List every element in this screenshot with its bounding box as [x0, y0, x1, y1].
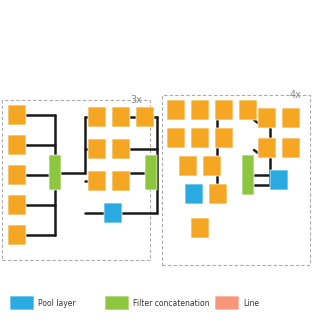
Bar — [162, 95, 310, 265]
FancyBboxPatch shape — [49, 155, 61, 190]
FancyBboxPatch shape — [179, 156, 197, 176]
FancyBboxPatch shape — [8, 105, 26, 125]
FancyBboxPatch shape — [88, 107, 106, 127]
FancyBboxPatch shape — [203, 156, 221, 176]
FancyBboxPatch shape — [282, 138, 300, 158]
FancyBboxPatch shape — [258, 138, 276, 158]
FancyBboxPatch shape — [112, 139, 130, 159]
FancyBboxPatch shape — [270, 170, 288, 190]
FancyBboxPatch shape — [215, 100, 233, 120]
Text: 4x: 4x — [290, 90, 302, 100]
FancyBboxPatch shape — [8, 135, 26, 155]
FancyBboxPatch shape — [209, 184, 227, 204]
FancyBboxPatch shape — [239, 100, 257, 120]
FancyBboxPatch shape — [8, 195, 26, 215]
FancyBboxPatch shape — [215, 296, 239, 310]
FancyBboxPatch shape — [258, 108, 276, 128]
FancyBboxPatch shape — [8, 165, 26, 185]
FancyBboxPatch shape — [88, 171, 106, 191]
Text: Filter concatenation: Filter concatenation — [133, 299, 210, 308]
FancyBboxPatch shape — [191, 128, 209, 148]
FancyBboxPatch shape — [8, 225, 26, 245]
FancyBboxPatch shape — [88, 139, 106, 159]
Text: Line: Line — [243, 299, 259, 308]
FancyBboxPatch shape — [112, 107, 130, 127]
FancyBboxPatch shape — [136, 107, 154, 127]
FancyBboxPatch shape — [145, 155, 157, 190]
FancyBboxPatch shape — [167, 128, 185, 148]
FancyBboxPatch shape — [191, 218, 209, 238]
FancyBboxPatch shape — [185, 184, 203, 204]
FancyBboxPatch shape — [10, 296, 34, 310]
FancyBboxPatch shape — [282, 108, 300, 128]
FancyBboxPatch shape — [112, 171, 130, 191]
FancyBboxPatch shape — [215, 128, 233, 148]
Bar — [2, 100, 150, 260]
FancyBboxPatch shape — [191, 100, 209, 120]
FancyBboxPatch shape — [105, 296, 129, 310]
FancyBboxPatch shape — [167, 100, 185, 120]
FancyBboxPatch shape — [104, 203, 122, 223]
FancyBboxPatch shape — [242, 155, 254, 195]
Text: 3x: 3x — [130, 95, 142, 105]
Text: Pool layer: Pool layer — [38, 299, 76, 308]
